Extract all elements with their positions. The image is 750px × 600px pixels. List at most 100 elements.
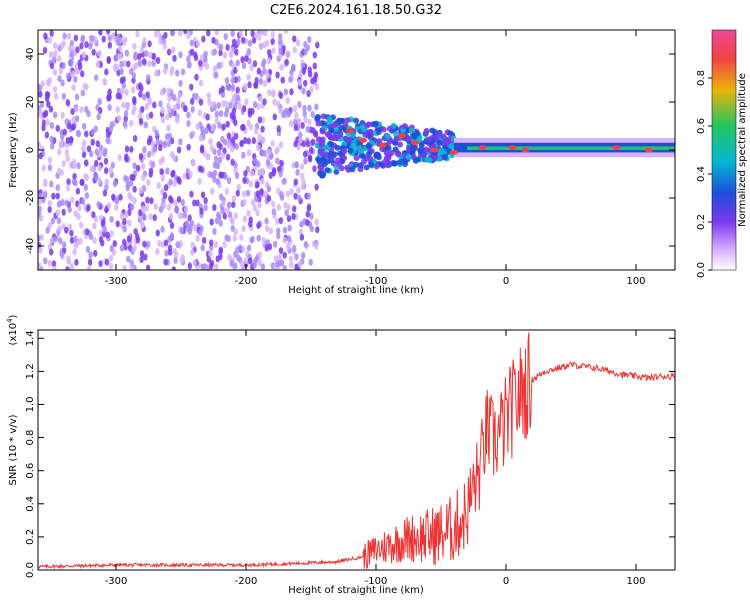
heatmap-cell [401,123,408,130]
heatmap-cell [376,138,383,145]
heatmap-cell [49,122,55,130]
heatmap-cell [307,66,312,74]
heatmap-cell [121,82,126,90]
heatmap-cell [189,39,195,47]
heatmap-cell [361,126,368,133]
heatmap-cell [80,70,85,78]
heatmap-cell [148,135,153,143]
heatmap-cell [306,204,312,212]
spectrogram-y-label: Frequency (Hz) [8,112,19,188]
heatmap-cell [264,39,270,47]
heatmap-cell [55,184,61,192]
heatmap-cell [86,204,91,212]
heatmap-cell [319,136,326,143]
heatmap-cell [131,174,136,182]
heatmap-cell [195,40,201,48]
heatmap-cell [282,264,287,270]
heatmap-cell [50,142,55,150]
heatmap-cell [148,167,154,175]
heatmap-cell [282,226,288,234]
heatmap-cell [221,100,226,108]
heatmap-cell [213,71,219,79]
heatmap-cell [132,162,137,170]
heatmap-cell [205,265,210,270]
heatmap-cell [239,234,244,242]
heatmap-cell [74,258,79,266]
heatmap-cell [48,51,54,59]
heatmap-cell [233,262,238,270]
heatmap-cell [167,94,172,102]
heatmap-cell [288,255,294,263]
heatmap-cell [426,136,433,143]
heatmap-cell [218,246,224,254]
heatmap-cell [71,84,76,92]
heatmap-cell [64,118,69,126]
heatmap-cell [324,167,331,174]
heatmap-cell [423,127,430,134]
heatmap-cell [102,189,108,197]
heatmap-cell [47,199,53,207]
heatmap-cell [226,177,232,185]
heatmap-cell [52,68,58,76]
heatmap-cell [436,139,443,146]
heatmap-cell [263,190,268,198]
heatmap-cell [172,94,177,102]
heatmap-cell [267,89,272,97]
heatmap-cell [393,135,400,142]
heatmap-cell [278,247,284,255]
heatmap-cell [334,144,341,151]
heatmap-cell [65,99,71,107]
heatmap-cell [360,158,367,165]
heatmap-cell [88,251,93,259]
heatmap-cell [158,100,163,108]
heatmap-cell [108,125,114,133]
heatmap-cell [250,198,256,206]
heatmap-cell [98,260,103,268]
heatmap-cell [53,49,58,57]
heatmap-cell [264,244,270,252]
snr-plot-area [38,330,675,570]
heatmap-cell [57,75,62,83]
heatmap-cell [49,237,55,245]
heatmap-cell [198,134,204,142]
heatmap-cell [61,62,66,70]
heatmap-cell [125,181,131,189]
heatmap-cell [147,51,153,59]
heatmap-cell [248,220,253,228]
heatmap-cell [168,178,173,186]
heatmap-cell [93,249,98,257]
colorbar-tick-label: 0.8 [696,70,707,86]
heatmap-cell [216,149,222,157]
heatmap-cell [172,54,177,62]
heatmap-cell [66,255,71,263]
heatmap-cell [192,224,198,232]
heatmap-hotspot [378,142,387,148]
heatmap-cell [221,123,226,131]
heatmap-hotspot [645,147,653,153]
heatmap-cell [293,178,299,186]
x-tick-label: -200 [235,276,258,287]
heatmap-cell [122,225,127,233]
heatmap-cell [95,60,101,68]
heatmap-cell [124,155,129,163]
heatmap-cell [121,101,126,109]
heatmap-cell [86,145,92,153]
heatmap-cell [337,118,344,125]
heatmap-cell [297,260,302,268]
heatmap-cell [349,132,356,139]
heatmap-cell [189,83,194,91]
heatmap-cell [160,156,166,164]
heatmap-cell [220,135,225,143]
heatmap-cell [239,260,245,268]
heatmap-cell [119,77,125,85]
heatmap-cell [119,212,125,220]
heatmap-cell [139,187,144,195]
heatmap-cell [239,139,244,147]
heatmap-cell [152,214,157,222]
snr-x-label: Height of straight line (km) [288,585,424,596]
heatmap-cell [142,58,147,66]
heatmap-cell [56,200,62,208]
heatmap-cell [67,223,73,231]
heatmap-cell [114,203,119,211]
